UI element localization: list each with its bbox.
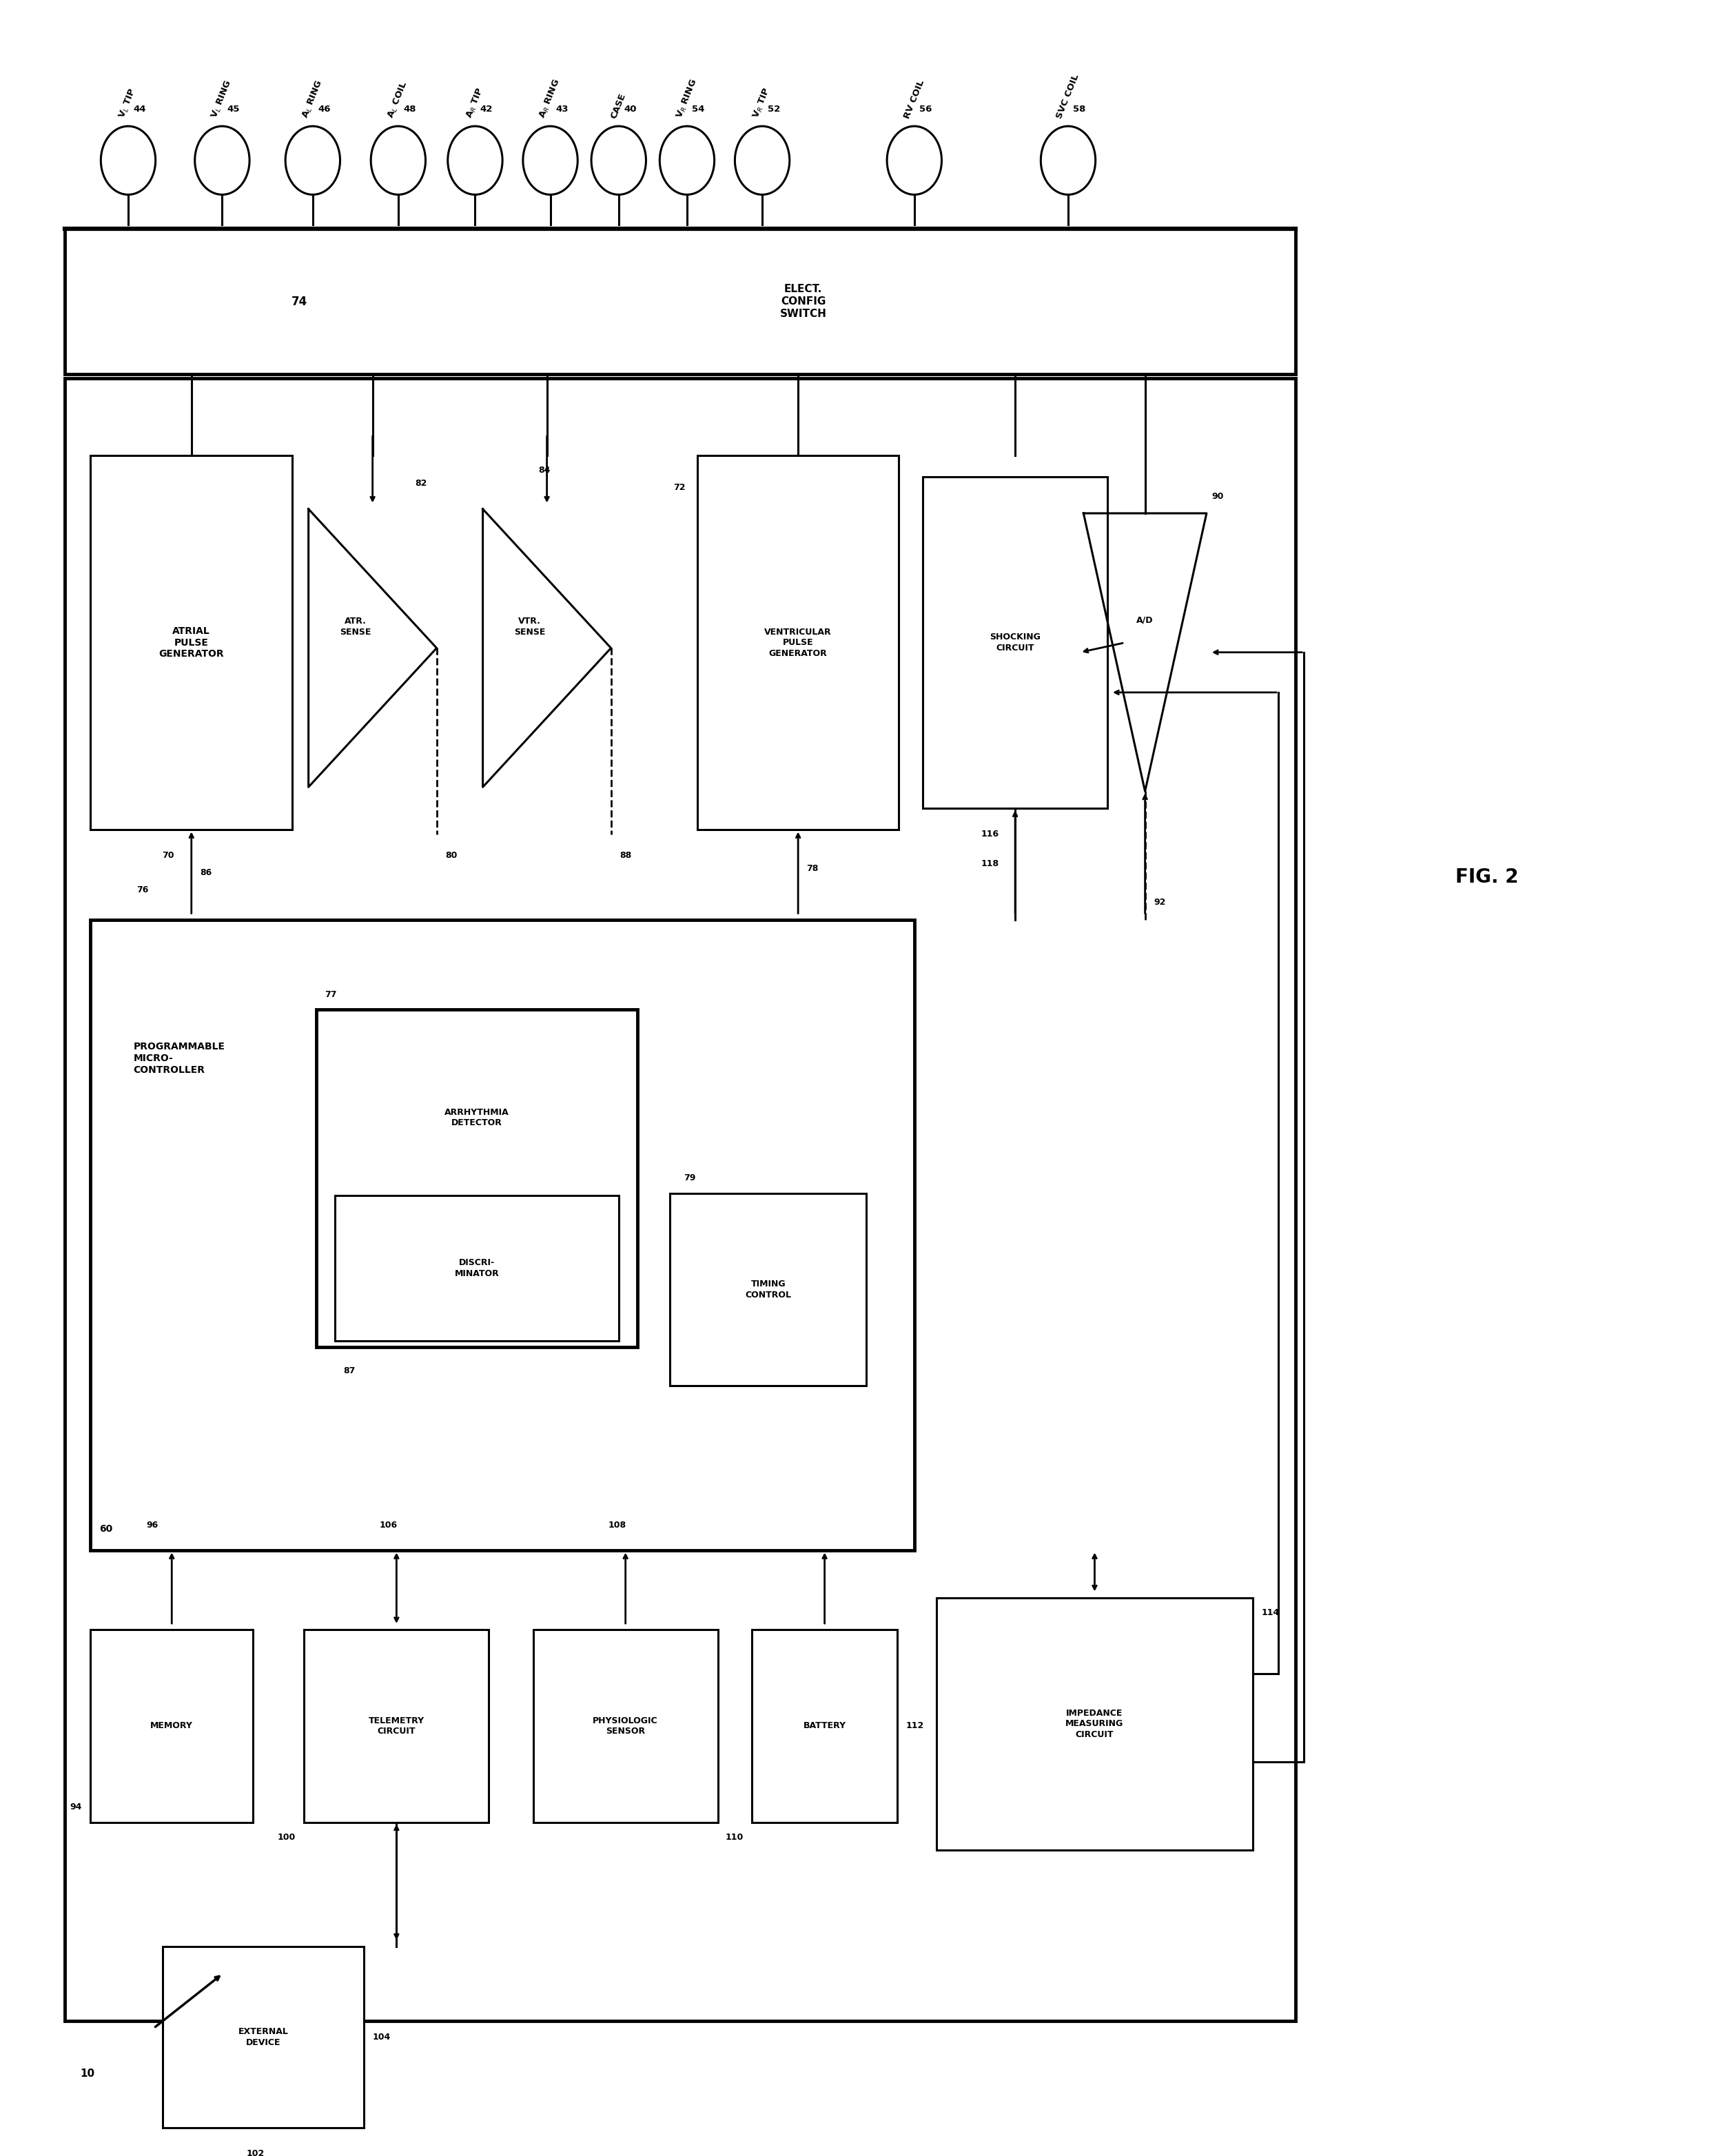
Text: MEMORY: MEMORY	[150, 1720, 193, 1731]
Text: 88: 88	[619, 852, 631, 860]
Text: 110: 110	[725, 1833, 743, 1841]
Text: 48: 48	[403, 103, 415, 114]
FancyBboxPatch shape	[65, 229, 1295, 375]
Text: 84: 84	[538, 466, 550, 474]
FancyBboxPatch shape	[304, 1630, 489, 1822]
Text: ARRHYTHMIA
DETECTOR: ARRHYTHMIA DETECTOR	[444, 1108, 509, 1128]
Text: 58: 58	[1073, 103, 1085, 114]
Text: TIMING
CONTROL: TIMING CONTROL	[745, 1281, 791, 1300]
FancyBboxPatch shape	[533, 1630, 718, 1822]
Text: V$_L$ RING: V$_L$ RING	[210, 78, 234, 121]
Text: 118: 118	[981, 860, 1000, 869]
Text: 72: 72	[673, 483, 685, 492]
Text: 78: 78	[807, 865, 819, 873]
Text: IMPEDANCE
MEASURING
CIRCUIT: IMPEDANCE MEASURING CIRCUIT	[1066, 1710, 1123, 1740]
Text: V$_R$ TIP: V$_R$ TIP	[752, 86, 772, 121]
FancyBboxPatch shape	[752, 1630, 897, 1822]
Text: 45: 45	[227, 103, 239, 114]
Text: 10: 10	[80, 2068, 96, 2078]
Text: 92: 92	[1154, 899, 1166, 908]
Text: 112: 112	[906, 1720, 925, 1731]
Text: TELEMETRY
CIRCUIT: TELEMETRY CIRCUIT	[369, 1716, 424, 1736]
Text: 87: 87	[344, 1367, 355, 1376]
Text: ELECT.
CONFIG
SWITCH: ELECT. CONFIG SWITCH	[779, 285, 827, 319]
Text: 79: 79	[684, 1173, 696, 1184]
Text: A$_L$ COIL: A$_L$ COIL	[386, 80, 410, 121]
Text: 104: 104	[373, 2033, 391, 2042]
Text: 74: 74	[291, 295, 308, 308]
FancyBboxPatch shape	[335, 1197, 619, 1341]
Text: EXTERNAL
DEVICE: EXTERNAL DEVICE	[238, 2027, 289, 2046]
Text: PHYSIOLOGIC
SENSOR: PHYSIOLOGIC SENSOR	[593, 1716, 658, 1736]
Text: ATRIAL
PULSE
GENERATOR: ATRIAL PULSE GENERATOR	[159, 627, 224, 660]
FancyBboxPatch shape	[91, 455, 292, 830]
FancyBboxPatch shape	[91, 1630, 253, 1822]
FancyBboxPatch shape	[162, 1947, 364, 2128]
Text: 43: 43	[555, 103, 567, 114]
FancyBboxPatch shape	[316, 1009, 637, 1348]
Text: VTR.
SENSE: VTR. SENSE	[514, 617, 545, 636]
Text: PROGRAMMABLE
MICRO-
CONTROLLER: PROGRAMMABLE MICRO- CONTROLLER	[133, 1041, 226, 1076]
Text: 94: 94	[70, 1802, 82, 1811]
Text: 42: 42	[480, 103, 492, 114]
Text: A/D: A/D	[1136, 617, 1154, 625]
Text: 77: 77	[325, 990, 337, 998]
Text: 82: 82	[415, 479, 427, 487]
Text: 106: 106	[379, 1520, 398, 1529]
Text: 100: 100	[277, 1833, 296, 1841]
Text: 116: 116	[981, 830, 1000, 839]
Text: A$_L$ RING: A$_L$ RING	[301, 78, 325, 121]
Text: 60: 60	[99, 1524, 113, 1533]
Text: 70: 70	[162, 852, 174, 860]
Text: 90: 90	[1212, 492, 1224, 500]
Text: V$_R$ RING: V$_R$ RING	[675, 78, 699, 121]
Text: ATR.
SENSE: ATR. SENSE	[340, 617, 371, 636]
Text: 80: 80	[444, 852, 458, 860]
FancyBboxPatch shape	[91, 921, 914, 1550]
Text: 114: 114	[1261, 1608, 1280, 1617]
Text: 86: 86	[200, 869, 212, 877]
Text: DISCRI-
MINATOR: DISCRI- MINATOR	[455, 1259, 499, 1279]
Text: A$_R$ TIP: A$_R$ TIP	[465, 86, 485, 121]
Text: V$_L$ TIP: V$_L$ TIP	[118, 86, 138, 121]
Text: 96: 96	[147, 1520, 157, 1529]
Text: 56: 56	[919, 103, 931, 114]
Text: 76: 76	[137, 886, 149, 895]
Text: 102: 102	[246, 2150, 265, 2156]
Text: A$_R$ RING: A$_R$ RING	[538, 78, 562, 121]
FancyBboxPatch shape	[670, 1194, 866, 1386]
Text: FIG. 2: FIG. 2	[1456, 867, 1518, 886]
Text: 40: 40	[624, 103, 636, 114]
Text: SHOCKING
CIRCUIT: SHOCKING CIRCUIT	[990, 634, 1041, 653]
Text: SVC COIL: SVC COIL	[1054, 73, 1082, 121]
FancyBboxPatch shape	[697, 455, 899, 830]
Text: 52: 52	[767, 103, 779, 114]
Text: 108: 108	[608, 1520, 627, 1529]
FancyBboxPatch shape	[65, 379, 1295, 2020]
Text: 46: 46	[318, 103, 330, 114]
FancyBboxPatch shape	[923, 476, 1107, 808]
Text: CASE: CASE	[610, 93, 627, 121]
Text: 44: 44	[133, 103, 145, 114]
Text: RV COIL: RV COIL	[902, 78, 926, 121]
Text: 54: 54	[692, 103, 704, 114]
Text: VENTRICULAR
PULSE
GENERATOR: VENTRICULAR PULSE GENERATOR	[764, 627, 832, 658]
FancyBboxPatch shape	[937, 1598, 1253, 1850]
Text: BATTERY: BATTERY	[803, 1720, 846, 1731]
